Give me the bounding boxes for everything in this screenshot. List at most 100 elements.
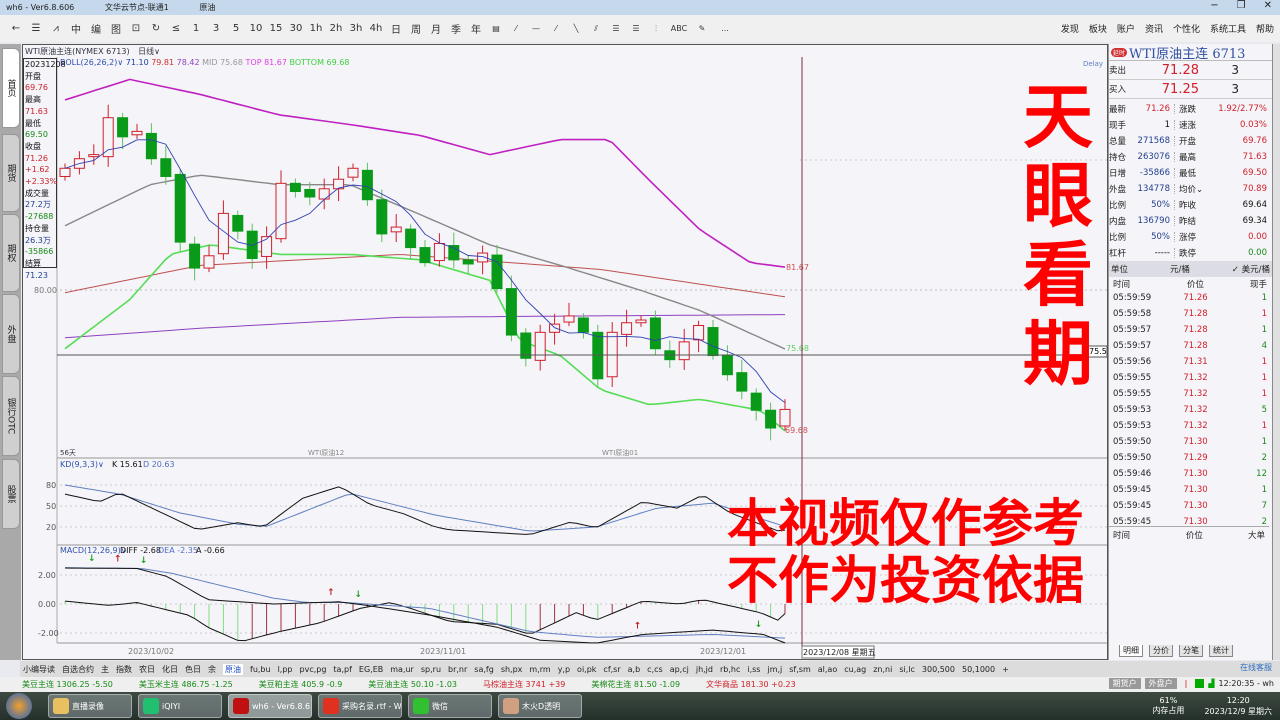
ticker-item[interactable]: 美豆主连 1306.25 -5.50 [22,679,113,690]
taskbar-item[interactable]: 直播录像 [48,694,132,718]
taskbar-item[interactable]: iQIYI [138,694,222,718]
market-tab[interactable]: 化日 [162,664,178,674]
ticker-item[interactable]: 美豆油主连 50.10 -1.03 [368,679,457,690]
quote-panel-scrollbar[interactable] [1272,44,1280,660]
draw-tool-10[interactable]: ✎ [698,24,706,33]
period-1[interactable]: 1 [192,23,200,34]
period-季[interactable]: 季 [451,25,461,36]
unit-usd[interactable]: ✓ 美元/桶 [1231,265,1270,275]
restore-button[interactable]: ❐ [1236,0,1246,11]
market-tab[interactable]: a,b [627,664,641,674]
left-tab-2[interactable]: 期权 [2,214,20,292]
online-service-link[interactable]: 在线客服 [1240,663,1272,672]
market-tab[interactable]: si,lc [899,664,915,674]
draw-tool-2[interactable]: — [532,24,540,33]
left-tab-4[interactable]: 银行OTC [2,376,20,456]
market-tab[interactable]: jm,j [767,664,783,674]
period-3[interactable]: 3 [212,23,220,34]
toolbar-icon-8[interactable]: ≤ [171,23,181,34]
taskbar-item[interactable]: 木火D透明 [498,694,582,718]
draw-tool-5[interactable]: ⫽ [594,23,598,33]
market-tab[interactable]: pvc,pg [299,664,327,674]
detail-tab-2[interactable]: 分笔 [1179,645,1203,657]
toolbar-icon-5[interactable]: 图 [111,25,121,36]
period-4h[interactable]: 4h [369,23,383,34]
draw-tool-0[interactable]: ▤ [492,24,500,33]
detail-tab-3[interactable]: 统计 [1209,645,1233,657]
kline-chart[interactable]: 80.00 80 50 20 2.00 0.00 -2.00 81.67 75.68 69.68 7… [0,0,1108,660]
period-select[interactable]: 日线∨ [138,47,161,56]
draw-tool-1[interactable]: ⁄ [515,24,517,33]
toolbar-icon-2[interactable]: ⩘ [53,23,59,34]
ticker-item[interactable]: 美玉米主连 486.75 -1.25 [139,679,233,690]
taskbar-item[interactable]: 微信 [408,694,492,718]
market-tab[interactable]: + [1002,664,1009,674]
market-tab[interactable]: 色日 [185,664,201,674]
market-tab[interactable]: 小编导读 [23,664,55,674]
toolbar-icon-4[interactable]: 编 [91,25,101,36]
taskbar-item[interactable]: wh6 - Ver6.8.6... [228,694,312,718]
market-tab[interactable]: oi,pk [577,664,597,674]
market-tab[interactable]: br,nr [448,664,468,674]
toolbar-icon-0[interactable]: ← [11,23,21,34]
draw-tool-8[interactable]: ⫶ [655,23,657,33]
market-tab[interactable]: ma,ur [390,664,414,674]
market-tab[interactable]: y,p [557,664,571,674]
draw-tool-11[interactable]: ... [721,24,729,33]
close-button[interactable]: ✕ [1263,0,1272,11]
draw-tool-6[interactable]: ☰ [612,24,620,33]
period-周[interactable]: 周 [411,25,421,36]
left-tab-1[interactable]: 期货 [2,134,20,212]
detail-tab-1[interactable]: 分价 [1149,645,1173,657]
menu-3[interactable]: 资讯 [1144,25,1163,35]
taskbar-item[interactable]: 采购名录.rtf - W... [318,694,402,718]
market-tab[interactable]: ap,cj [669,664,689,674]
ticker-item[interactable]: 美棉花主连 81.50 -1.09 [591,679,680,690]
period-15[interactable]: 15 [269,23,283,34]
period-月[interactable]: 月 [431,25,441,36]
draw-tool-7[interactable]: ☰ [632,24,640,33]
chart-area[interactable] [22,44,1108,660]
market-tab[interactable]: sp,ru [420,664,442,674]
market-tab[interactable]: 300,500 [921,664,955,674]
foreign-account-button[interactable]: 外盘户 [1144,678,1177,689]
market-tab[interactable]: sa,fg [474,664,494,674]
menu-5[interactable]: 系统工具 [1209,25,1246,35]
market-tab[interactable]: sf,sm [789,664,811,674]
market-tab[interactable]: al,ao [817,664,838,674]
left-tab-5[interactable]: 股票 [2,459,20,529]
period-2h[interactable]: 2h [329,23,343,34]
period-年[interactable]: 年 [471,25,481,36]
clock-time[interactable]: 12:20 [1226,696,1250,705]
market-tab[interactable]: 农日 [139,664,155,674]
period-10[interactable]: 10 [249,23,263,34]
clock-date[interactable]: 2023/12/9 星期六 [1204,707,1272,716]
market-tab[interactable]: rb,hc [719,664,741,674]
menu-1[interactable]: 板块 [1088,25,1107,35]
market-tab[interactable]: 50,1000 [962,664,996,674]
toolbar-icon-1[interactable]: ☰ [31,23,41,34]
period-3h[interactable]: 3h [349,23,363,34]
detail-tab-0[interactable]: 明细 [1119,645,1143,657]
market-tab[interactable]: 自选合约 [62,664,94,674]
menu-4[interactable]: 个性化 [1172,25,1200,35]
unit-cny[interactable]: 元/桶 [1169,265,1190,275]
left-tab-3[interactable]: 外盘 [2,294,20,374]
ticker-item[interactable]: 文华商品 181.30 +0.23 [706,679,796,690]
left-tab-0[interactable]: 首页 [2,48,20,128]
market-tab[interactable]: cf,sr [603,664,621,674]
market-tab[interactable]: zn,ni [873,664,893,674]
market-tab[interactable]: ta,pf [333,664,352,674]
market-tab[interactable]: fu,bu [250,664,271,674]
menu-6[interactable]: 帮助 [1255,25,1274,35]
market-tab[interactable]: c,cs [647,664,663,674]
draw-tool-3[interactable]: ⁄ [555,24,557,33]
toolbar-icon-6[interactable]: ⊡ [131,23,141,34]
toolbar-icon-7[interactable]: ↻ [151,23,161,34]
market-tab[interactable]: 余 [208,664,216,674]
draw-tool-9[interactable]: ABC [670,24,688,33]
market-tab[interactable]: i,ss [747,664,761,674]
market-tab[interactable]: cu,ag [844,664,867,674]
ticker-item[interactable]: 美豆粕主连 405.9 -0.9 [259,679,343,690]
boll-indicator-select[interactable]: BOLL(26,26,2)∨ [60,58,124,67]
